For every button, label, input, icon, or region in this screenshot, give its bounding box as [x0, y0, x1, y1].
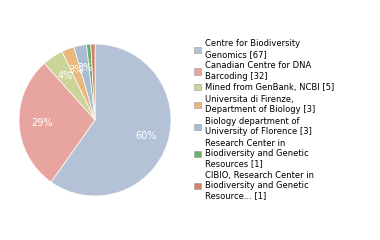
- Wedge shape: [62, 47, 95, 120]
- Wedge shape: [74, 44, 95, 120]
- Legend: Centre for Biodiversity
Genomics [67], Canadian Centre for DNA
Barcoding [32], M: Centre for Biodiversity Genomics [67], C…: [194, 39, 334, 201]
- Text: 60%: 60%: [135, 131, 157, 141]
- Wedge shape: [51, 44, 171, 196]
- Text: 29%: 29%: [31, 118, 53, 128]
- Wedge shape: [19, 63, 95, 182]
- Text: 4%: 4%: [58, 71, 73, 81]
- Wedge shape: [44, 52, 95, 120]
- Wedge shape: [87, 44, 95, 120]
- Text: 3%: 3%: [77, 63, 92, 73]
- Wedge shape: [91, 44, 95, 120]
- Text: 3%: 3%: [68, 65, 84, 75]
